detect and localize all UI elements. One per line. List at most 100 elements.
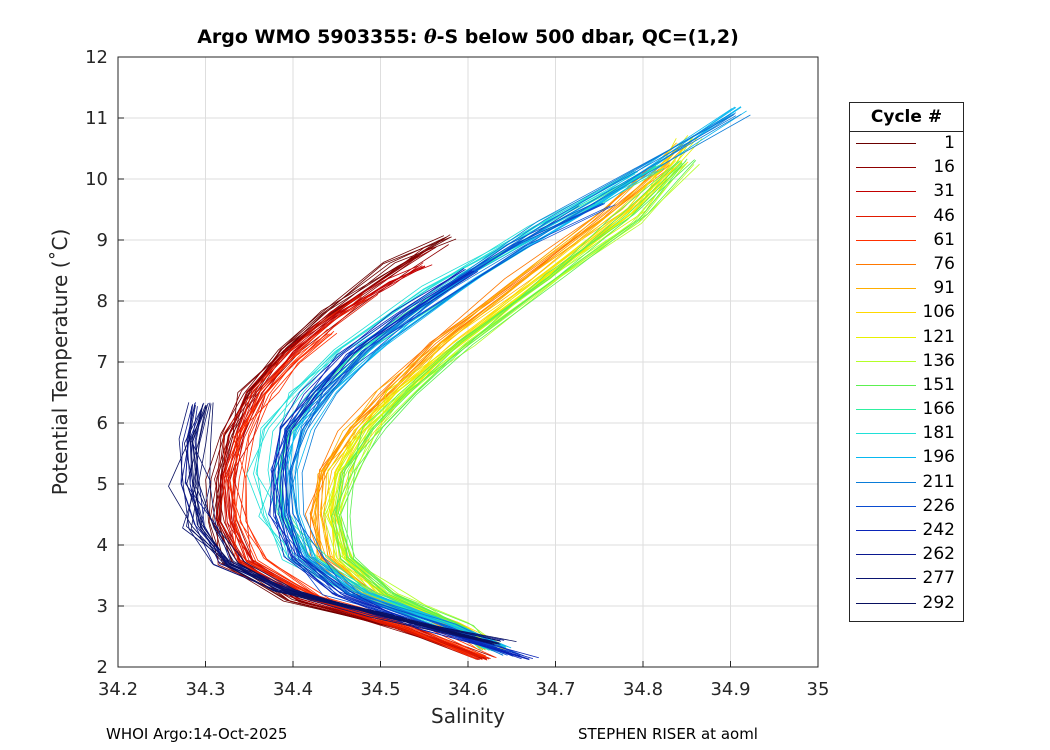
series-cycle-242 (269, 268, 539, 661)
y-tick-label: 12 (85, 47, 108, 68)
profile-line (284, 270, 539, 659)
y-tick-label: 2 (97, 657, 108, 678)
chart-title: Argo WMO 5903355: θ-S below 500 dbar, QC… (197, 26, 739, 48)
legend-swatch (856, 602, 916, 604)
profile-line (337, 163, 688, 649)
x-tick-labels: 34.2 34.3 34.4 34.5 34.6 34.7 34.8 34.9 35 (98, 679, 829, 700)
legend-label: 121 (922, 326, 955, 347)
legend-swatch (856, 554, 916, 556)
legend-swatch (856, 578, 916, 580)
profile-line (226, 328, 483, 661)
profile-line (180, 404, 487, 643)
profile-line (232, 333, 485, 657)
legend-item: 181 (850, 422, 963, 446)
profile-line (190, 405, 496, 643)
legend-item: 31 (850, 180, 963, 204)
legend-swatch (856, 215, 916, 217)
legend-item: 136 (850, 350, 963, 374)
profile-line (285, 205, 611, 655)
profile-line (215, 265, 480, 661)
legend-swatch (856, 360, 916, 362)
legend-swatch (856, 433, 916, 435)
y-tick-label: 6 (97, 413, 108, 434)
legend-label: 106 (922, 302, 955, 323)
x-tick-label: 34.9 (710, 679, 750, 700)
y-tick-label: 5 (97, 474, 108, 495)
y-axis-label: Potential Temperature (˚C) (48, 228, 72, 496)
legend-item: 196 (850, 446, 963, 470)
profile-line (314, 143, 679, 651)
profile-line (178, 402, 489, 643)
legend-label: 166 (922, 399, 955, 420)
x-tick-label: 34.8 (623, 679, 663, 700)
legend-swatch (856, 191, 916, 193)
plot-frame (117, 56, 819, 668)
y-tick-label: 11 (85, 108, 108, 129)
x-tick-label: 34.5 (360, 679, 400, 700)
legend-item: 1 (850, 132, 963, 156)
legend-items: 1 16 31 46 61 76 91 106 121 136 151 166 181 196 211 226… (850, 132, 963, 616)
x-axis-label: Salinity (431, 704, 505, 728)
legend-label: 277 (922, 568, 955, 589)
legend-item: 76 (850, 253, 963, 277)
legend-swatch (856, 143, 916, 144)
legend-label: 16 (933, 157, 955, 178)
legend-item: 262 (850, 543, 963, 567)
legend-label: 196 (922, 447, 955, 468)
profile-line (278, 272, 522, 660)
legend: Cycle # 1 16 31 46 61 76 91 106 121 136 151 166 181 1… (849, 102, 964, 622)
profile-line (186, 404, 493, 645)
legend-swatch (856, 288, 916, 290)
legend-item: 277 (850, 567, 963, 591)
legend-item: 121 (850, 326, 963, 350)
legend-swatch (856, 263, 916, 265)
profile-line (228, 294, 487, 660)
legend-item: 292 (850, 592, 963, 616)
legend-label: 76 (933, 253, 955, 274)
series-cycle-292 (168, 402, 517, 645)
footer-credit: STEPHEN RISER at aoml (578, 725, 758, 743)
profile-line (269, 269, 521, 657)
legend-label: 292 (922, 592, 955, 613)
profile-line (290, 113, 735, 656)
x-tick-label: 34.3 (185, 679, 225, 700)
legend-label: 1 (944, 133, 955, 153)
y-tick-label: 8 (97, 291, 108, 312)
y-axis-label-wrap: Potential Temperature (˚C) (40, 57, 80, 667)
legend-item: 166 (850, 398, 963, 422)
legend-item: 211 (850, 471, 963, 495)
x-tick-label: 34.7 (535, 679, 575, 700)
legend-label: 46 (933, 205, 955, 226)
legend-swatch (856, 167, 916, 169)
profile-line (272, 268, 530, 660)
profile-line (209, 246, 483, 657)
legend-item: 242 (850, 519, 963, 543)
legend-label: 61 (933, 229, 955, 250)
legend-item: 61 (850, 229, 963, 253)
profile-line (335, 160, 679, 650)
profile-line (338, 163, 700, 648)
legend-label: 151 (922, 374, 955, 395)
legend-swatch (856, 312, 916, 314)
legend-label: 242 (922, 520, 955, 540)
profile-line (233, 293, 488, 661)
y-tick-labels: 2 3 4 5 6 7 8 9 10 11 12 (85, 47, 108, 678)
legend-swatch (856, 409, 916, 411)
legend-item: 226 (850, 495, 963, 519)
profile-line (212, 238, 481, 659)
profile-line (337, 164, 695, 648)
profile-line (190, 403, 491, 644)
legend-swatch (856, 505, 916, 507)
profile-line (285, 107, 737, 650)
y-tick-label: 4 (97, 535, 108, 556)
legend-label: 31 (933, 181, 955, 202)
y-tick-label: 3 (97, 596, 108, 617)
x-tick-label: 34.6 (448, 679, 488, 700)
legend-label: 91 (933, 278, 955, 299)
legend-swatch (856, 384, 916, 386)
profile-line (338, 160, 687, 651)
legend-item: 91 (850, 277, 963, 301)
x-tick-label: 35 (807, 679, 830, 700)
legend-swatch (856, 239, 916, 241)
